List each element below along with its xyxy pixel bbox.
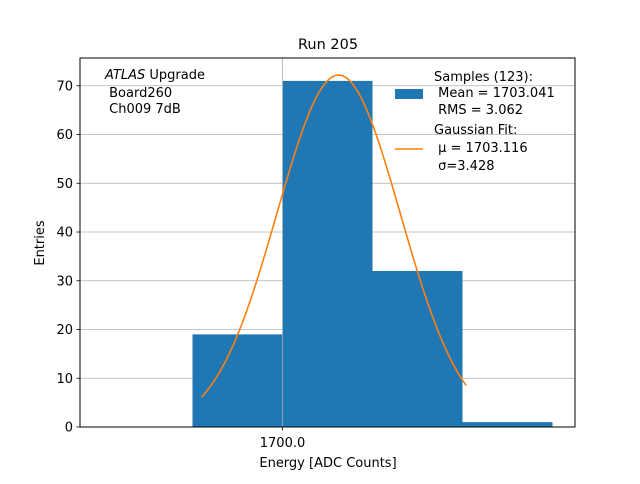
y-tick-label: 0 [65,421,73,436]
legend: Samples (123): Mean = 1703.041 RMS = 3.0… [395,70,555,174]
y-tick-label: 30 [56,274,73,289]
chart-title: Run 205 [298,37,358,53]
histogram-bar [192,334,283,427]
legend-fit-mu: μ = 1703.116 [434,141,528,156]
histogram-bar [372,271,463,427]
board-label: Board260 [105,86,172,101]
svg-text:ATLAS Upgrade: ATLAS Upgrade [104,68,205,83]
plot-frame [79,57,576,428]
y-tick-label: 50 [56,177,73,192]
y-axis-label: Entries [33,220,48,266]
x-tick-label: 1700.0 [260,436,306,451]
legend-fit-title: Gaussian Fit: [434,123,517,138]
y-tick-label: 40 [56,226,73,241]
y-tick-label: 10 [56,372,73,387]
histogram-bar [282,80,373,428]
legend-samples-rms: RMS = 3.062 [434,103,523,118]
y-tick-label: 70 [56,79,73,94]
y-tick-label: 20 [56,323,73,338]
x-axis-label: Energy [ADC Counts] [259,456,396,471]
y-tick-label: 60 [56,128,73,143]
legend-fit-sigma: σ=3.428 [434,159,494,174]
legend-samples-mean: Mean = 1703.041 [434,86,555,101]
upgrade-label: Upgrade [145,68,205,83]
atlas-label: ATLAS [104,68,145,83]
channel-label: Ch009 7dB [105,102,181,117]
atlas-annotation: ATLAS Upgrade Board260 Ch009 7dB [104,68,205,117]
legend-samples-title: Samples (123): [434,70,533,85]
legend-bar-swatch [395,89,423,99]
histogram-bar [462,422,553,427]
gaussian-fit-curve [200,74,467,398]
